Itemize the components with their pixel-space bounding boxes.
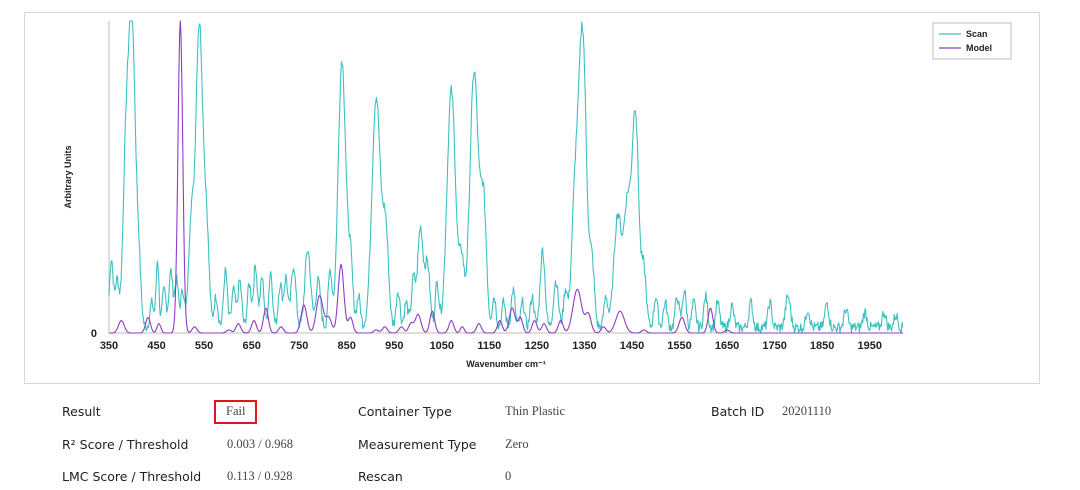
lmc-score-label: LMC Score / Threshold — [62, 469, 202, 484]
x-tick-label: 1650 — [715, 340, 739, 352]
container-type-value: Thin Plastic — [505, 404, 566, 418]
x-tick-label: 1950 — [857, 340, 881, 352]
x-tick-label: 1250 — [525, 340, 549, 352]
x-tick-label: 1450 — [620, 340, 644, 352]
x-tick-label: 750 — [290, 340, 308, 352]
rescan-value: 0 — [505, 469, 512, 483]
spectrum-chart: 350 450 550 650 750 850 950 1050 1150 1250 1350 145… — [63, 20, 1012, 369]
legend: Scan Model — [932, 22, 1012, 60]
r2-score-value: 0.003 / 0.968 — [227, 437, 293, 451]
r2-score-label: R² Score / Threshold — [62, 437, 189, 452]
x-tick-label: 650 — [242, 340, 260, 352]
result-fail-badge: Fail — [214, 400, 258, 424]
lmc-score-value: 0.113 / 0.928 — [227, 469, 293, 483]
x-tick-label: 1850 — [810, 340, 834, 352]
legend-scan-label: Scan — [966, 29, 988, 39]
measurement-type-value: Zero — [505, 437, 529, 451]
result-label: Result — [62, 404, 101, 419]
x-tick-label: 1350 — [572, 340, 596, 352]
axes-layer — [108, 21, 903, 334]
legend-model-label: Model — [966, 43, 992, 53]
container-type-label: Container Type — [358, 404, 452, 419]
legend-box — [932, 22, 1012, 60]
result-info-panel: Result Fail R² Score / Threshold 0.003 /… — [0, 390, 1080, 490]
x-axis-title: Wavenumber cm⁻¹ — [466, 359, 545, 369]
x-tick-label: 550 — [195, 340, 213, 352]
measurement-type-label: Measurement Type — [358, 437, 477, 452]
x-tick-label: 1750 — [762, 340, 786, 352]
x-tick-label: 1050 — [430, 340, 454, 352]
x-tick-label: 850 — [338, 340, 356, 352]
y-tick-label: 0 — [91, 328, 97, 340]
rescan-label: Rescan — [358, 469, 403, 484]
batch-id-label: Batch ID — [711, 404, 765, 419]
x-tick-label: 450 — [147, 340, 165, 352]
series-layer — [108, 20, 904, 334]
chart-frame: 350 450 550 650 750 850 950 1050 1150 1250 1350 145… — [24, 12, 1040, 384]
x-tick-label: 1550 — [667, 340, 691, 352]
x-tick-label: 1150 — [477, 340, 501, 352]
y-axis-title: Arbitrary Units — [63, 145, 73, 208]
series-line-scan — [108, 20, 904, 334]
x-tick-label: 350 — [100, 340, 118, 352]
series-line-model — [109, 20, 903, 334]
batch-id-value: 20201110 — [782, 404, 832, 418]
labels-layer: 350 450 550 650 750 850 950 1050 1150 1250 1350 145… — [63, 145, 882, 369]
x-tick-label: 950 — [385, 340, 403, 352]
